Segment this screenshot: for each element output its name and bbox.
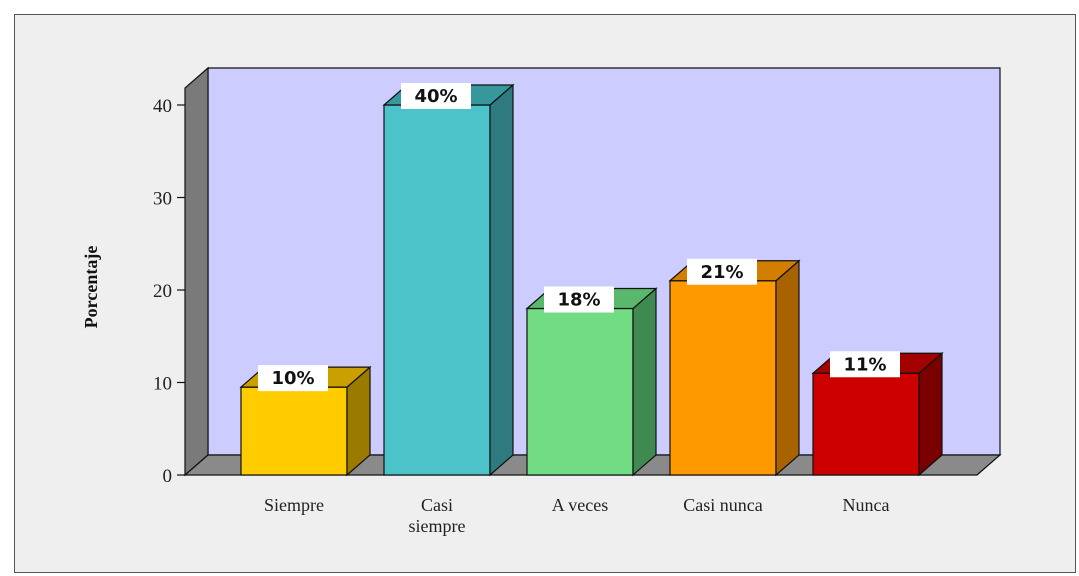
data-label: 11% [830,351,900,378]
data-label-box [401,83,471,109]
data-label-box [258,365,328,392]
bar-side [775,259,800,477]
bar-front [383,104,491,476]
x-tick-label: A veces [552,495,608,515]
bars [239,83,944,477]
bar-side [918,351,943,477]
data-label-text: 40% [414,86,457,107]
data-label: 18% [544,286,614,313]
bar [668,259,801,477]
x-tick-label: Siempre [264,495,324,515]
x-tick-label: Nunca [843,495,890,515]
bar-front [240,386,348,476]
data-labels: 10% 40% 18% 21% 11% [258,83,900,392]
data-label-text: 10% [271,368,314,389]
y-axis-label: Porcentaje [81,246,101,329]
bar-side [632,287,657,477]
bar-side [489,83,514,477]
data-label-box [687,258,757,285]
data-label-text: 11% [843,354,886,375]
bar-front [812,372,920,476]
data-label-box [544,286,614,313]
bar [382,83,515,477]
bar-front [526,307,634,476]
y-tick-label: 40 [153,96,172,117]
bar-front [669,280,777,476]
data-label: 21% [687,258,757,285]
bar-chart: 0 10 20 30 40 10% 40% 18% 21% 11% Siempre Casisie… [81,66,1002,536]
y-axis: 0 10 20 30 40 [153,96,185,487]
x-tick-label: Casi nunca [683,495,762,515]
chart-frame: 0 10 20 30 40 10% 40% 18% 21% 11% Siempre Casi sie… [14,14,1076,573]
data-label: 10% [258,365,328,392]
data-label-text: 18% [557,290,600,311]
y-tick-label: 20 [153,281,172,302]
x-tick-label: siempre [409,516,466,536]
data-label: 40% [401,83,471,109]
data-label-box [830,351,900,378]
x-tick-label: Casi [421,495,453,515]
bar [525,287,658,477]
y-tick-label: 0 [163,466,173,487]
y-tick-label: 10 [153,374,172,395]
data-label-text: 21% [700,262,743,283]
left-wall [184,66,209,477]
y-tick-label: 30 [153,189,172,210]
